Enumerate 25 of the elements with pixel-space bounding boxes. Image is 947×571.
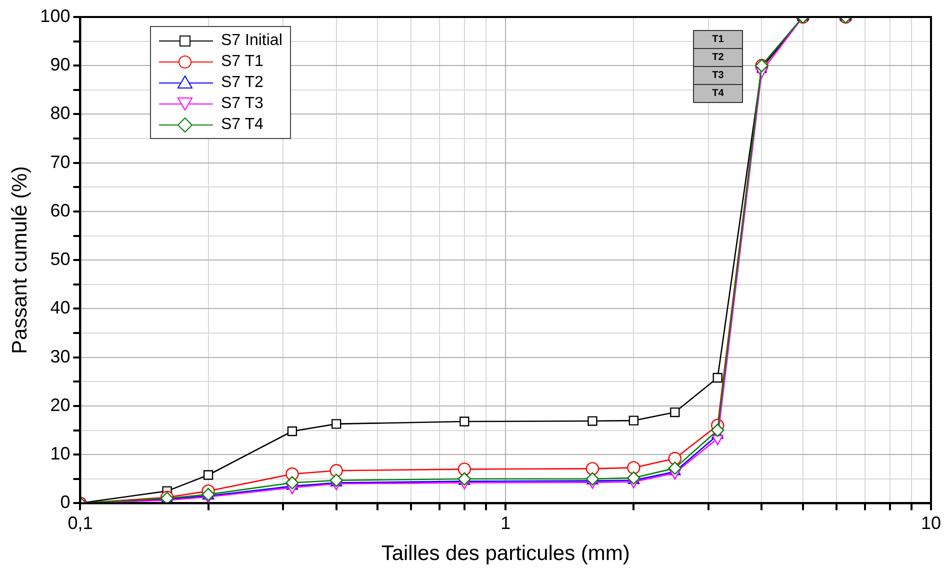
x-tick-label: 10	[920, 512, 942, 533]
annotation: T3	[694, 67, 742, 85]
y-tick-label: 70	[50, 152, 70, 172]
legend-label: S7 T2	[221, 74, 264, 92]
annotation: T2	[694, 49, 742, 67]
y-tick-label: 0	[60, 492, 70, 512]
y-tick-label: 50	[50, 249, 70, 270]
x-tick-label: 0,1	[68, 512, 93, 533]
x-axis-title: Tailles des particules (mm)	[381, 542, 630, 566]
y-tick-label: 80	[50, 103, 70, 124]
y-axis-title: Passant cumulé (%)	[8, 166, 32, 354]
y-tick-label: 10	[50, 444, 70, 464]
annotation: T1	[694, 31, 742, 49]
y-tick-label: 40	[50, 298, 70, 318]
y-tick-label: 20	[50, 394, 70, 415]
y-tick-label: 100	[40, 6, 70, 26]
legend-label: S7 T3	[221, 94, 264, 112]
y-tick-label: 60	[50, 200, 70, 220]
y-tick-label: 90	[50, 54, 70, 75]
legend-label: S7 T1	[221, 52, 264, 70]
legend-label: S7 T4	[221, 116, 264, 134]
y-tick-label: 30	[50, 346, 70, 366]
x-tick-label: 1	[500, 512, 511, 533]
legend-label: S7 Initial	[221, 32, 282, 50]
annotation: T4	[711, 87, 725, 101]
